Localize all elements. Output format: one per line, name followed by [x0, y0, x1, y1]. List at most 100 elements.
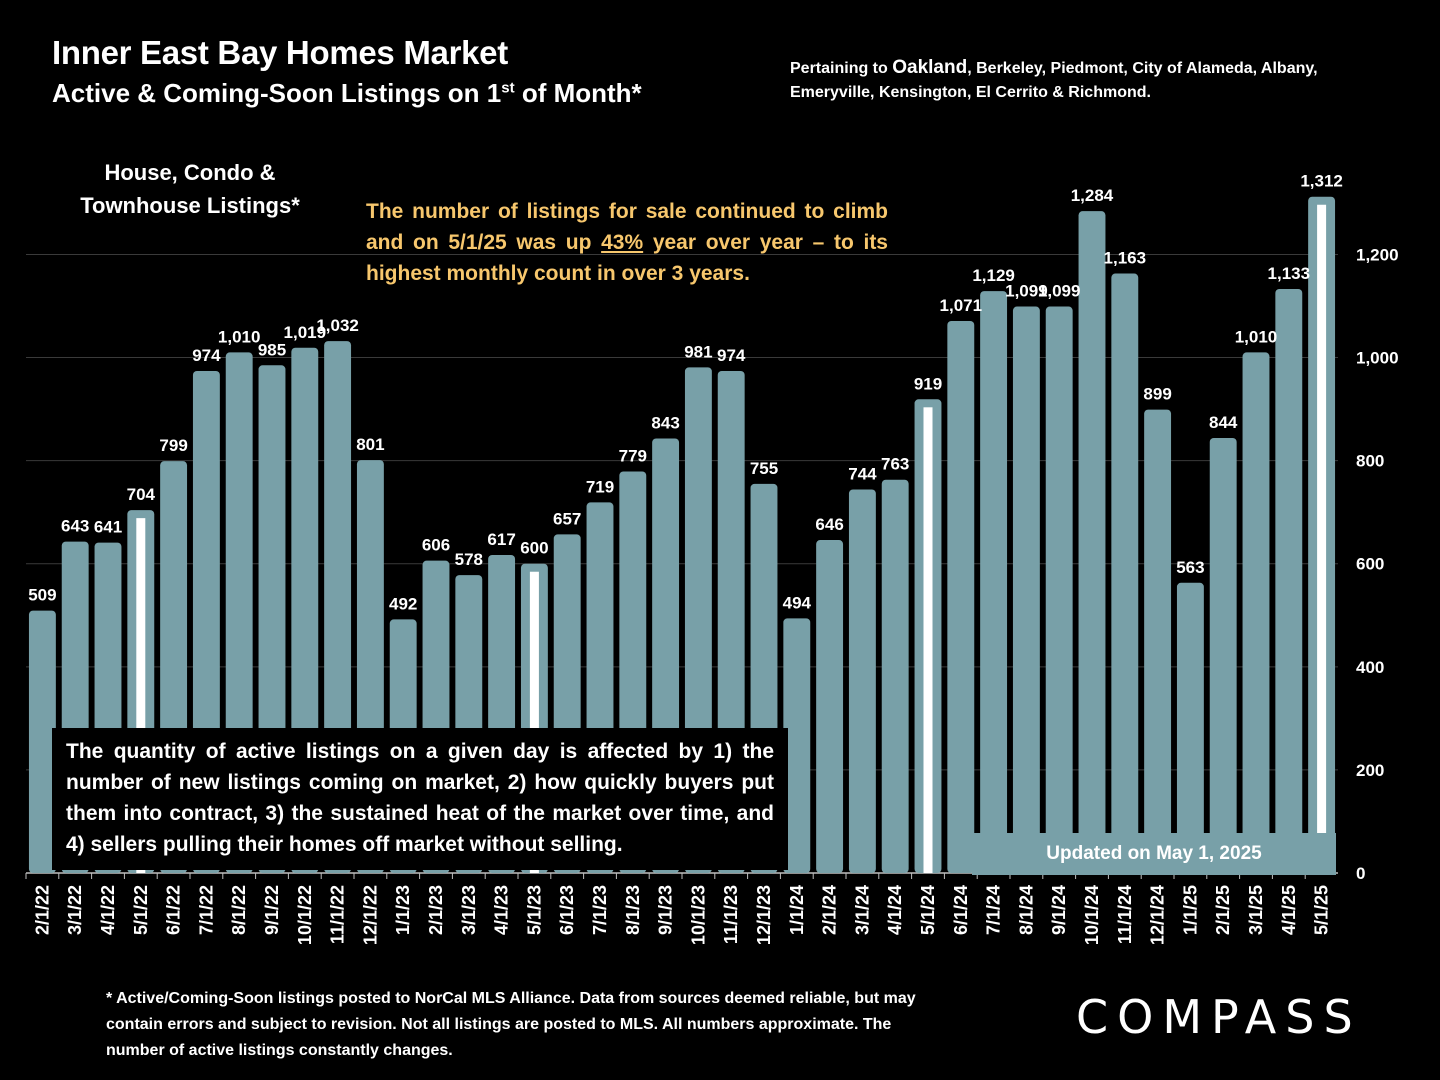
- x-tick-label: 2/1/22: [32, 885, 52, 935]
- page-subtitle: Active & Coming-Soon Listings on 1st of …: [52, 78, 642, 109]
- x-tick-label: 7/1/24: [984, 885, 1004, 935]
- data-label: 1,099: [1038, 282, 1081, 301]
- x-tick-label: 2/1/23: [426, 885, 446, 935]
- data-label: 974: [717, 346, 746, 365]
- bar: [1111, 273, 1139, 874]
- y-axis: 0 200 400 600 800 1,000 1,200: [1356, 245, 1399, 883]
- x-tick-label: 11/1/24: [1115, 885, 1135, 944]
- bar: [783, 618, 811, 873]
- data-label: 578: [455, 550, 483, 569]
- data-label: 657: [553, 509, 581, 528]
- highlight-percent: 43%: [601, 231, 644, 254]
- region-prefix: Pertaining to: [790, 60, 893, 77]
- data-label: 492: [389, 594, 417, 613]
- x-tick-label: 12/1/22: [360, 885, 380, 945]
- bar: [1078, 211, 1106, 873]
- y-tick-label: 400: [1356, 658, 1384, 677]
- data-label: 1,163: [1104, 249, 1147, 268]
- x-tick-label: 8/1/22: [229, 885, 249, 935]
- data-label: 974: [192, 346, 221, 365]
- bar: [1012, 306, 1040, 873]
- x-tick-label: 12/1/24: [1148, 885, 1168, 945]
- data-label: 1,071: [940, 296, 983, 315]
- x-tick-label: 4/1/23: [492, 885, 512, 935]
- x-tick-label: 1/1/23: [393, 885, 413, 935]
- data-label: 600: [520, 539, 548, 558]
- data-label: 899: [1143, 385, 1171, 404]
- category-label: House, Condo & Townhouse Listings*: [80, 160, 300, 218]
- data-label: 844: [1209, 413, 1238, 432]
- subtitle-end: of Month*: [514, 78, 642, 108]
- data-label: 1,312: [1300, 172, 1343, 191]
- bar: [816, 540, 844, 873]
- data-label: 509: [28, 586, 56, 605]
- bar: [1242, 352, 1270, 873]
- x-tick-label: 11/1/23: [721, 885, 741, 944]
- data-label: 1,129: [972, 266, 1015, 285]
- bar: [1209, 437, 1237, 873]
- data-label: 606: [422, 536, 450, 555]
- x-tick-label: 4/1/24: [885, 885, 905, 935]
- x-tick-label: 8/1/23: [623, 885, 643, 935]
- bar: [848, 489, 876, 873]
- x-tick-label: 7/1/23: [590, 885, 610, 935]
- x-tick-label: 5/1/23: [524, 885, 544, 935]
- x-tick-label: 5/1/24: [918, 885, 938, 935]
- x-tick-label: 2/1/24: [820, 885, 840, 935]
- x-tick-label: 4/1/22: [98, 885, 118, 935]
- explanation-note: The quantity of active listings on a giv…: [52, 728, 788, 870]
- data-label: 1,019: [284, 323, 327, 342]
- data-label: 1,010: [218, 327, 261, 346]
- data-label: 1,284: [1071, 186, 1114, 205]
- highlight-before: The number of listings for sale continue…: [366, 200, 888, 254]
- data-label: 719: [586, 477, 614, 496]
- x-tick-label: 10/1/23: [688, 885, 708, 945]
- x-tick-label: 7/1/22: [196, 885, 216, 935]
- region-city: Oakland: [892, 57, 968, 78]
- subtitle-main: Active & Coming-Soon Listings on 1: [52, 78, 502, 108]
- page-title: Inner East Bay Homes Market: [52, 34, 508, 71]
- data-label: 919: [914, 374, 942, 393]
- bar: [28, 610, 56, 873]
- y-tick-label: 1,200: [1356, 245, 1399, 264]
- y-tick-label: 600: [1356, 555, 1384, 574]
- region-rest: , Berkeley, Piedmont, City of Alameda, A…: [790, 60, 1318, 101]
- data-label: 1,099: [1005, 282, 1048, 301]
- bar: [980, 291, 1008, 874]
- x-tick-label: 2/1/25: [1213, 885, 1233, 935]
- y-tick-label: 0: [1356, 864, 1365, 883]
- highlight-annotation: The number of listings for sale continue…: [366, 196, 888, 289]
- footnote: * Active/Coming-Soon listings posted to …: [106, 990, 916, 1059]
- data-label: 641: [94, 518, 122, 537]
- y-tick-label: 200: [1356, 761, 1384, 780]
- y-tick-label: 800: [1356, 452, 1384, 471]
- x-tick-label: 5/1/25: [1312, 885, 1332, 935]
- data-label: 563: [1176, 558, 1204, 577]
- region-note: Pertaining to Oakland, Berkeley, Piedmon…: [790, 56, 1330, 105]
- x-tick-label: 6/1/24: [951, 885, 971, 935]
- data-label: 617: [487, 530, 515, 549]
- bar: [1045, 306, 1073, 873]
- x-tick-label: 3/1/25: [1246, 885, 1266, 935]
- x-tick-label: 4/1/25: [1279, 885, 1299, 935]
- data-label: 1,032: [316, 316, 359, 335]
- bar: [1176, 582, 1204, 873]
- bar: [1144, 409, 1172, 873]
- x-tick-label: 10/1/22: [295, 885, 315, 945]
- data-label: 981: [684, 342, 712, 361]
- subtitle-superscript: st: [501, 79, 515, 97]
- data-label: 779: [619, 446, 647, 465]
- highlight-marker: [529, 571, 539, 873]
- x-tick-label: 3/1/24: [852, 885, 872, 935]
- updated-badge: Updated on May 1, 2025: [972, 833, 1336, 875]
- data-label: 704: [127, 485, 156, 504]
- x-tick-label: 12/1/23: [754, 885, 774, 945]
- data-label: 799: [159, 436, 187, 455]
- data-label: 646: [815, 515, 843, 534]
- y-tick-label: 1,000: [1356, 349, 1399, 368]
- x-tick-label: 9/1/24: [1049, 885, 1069, 935]
- compass-logo: COMPASS: [1076, 990, 1362, 1044]
- data-label: 1,133: [1268, 264, 1311, 283]
- x-tick-label: 10/1/24: [1082, 885, 1102, 945]
